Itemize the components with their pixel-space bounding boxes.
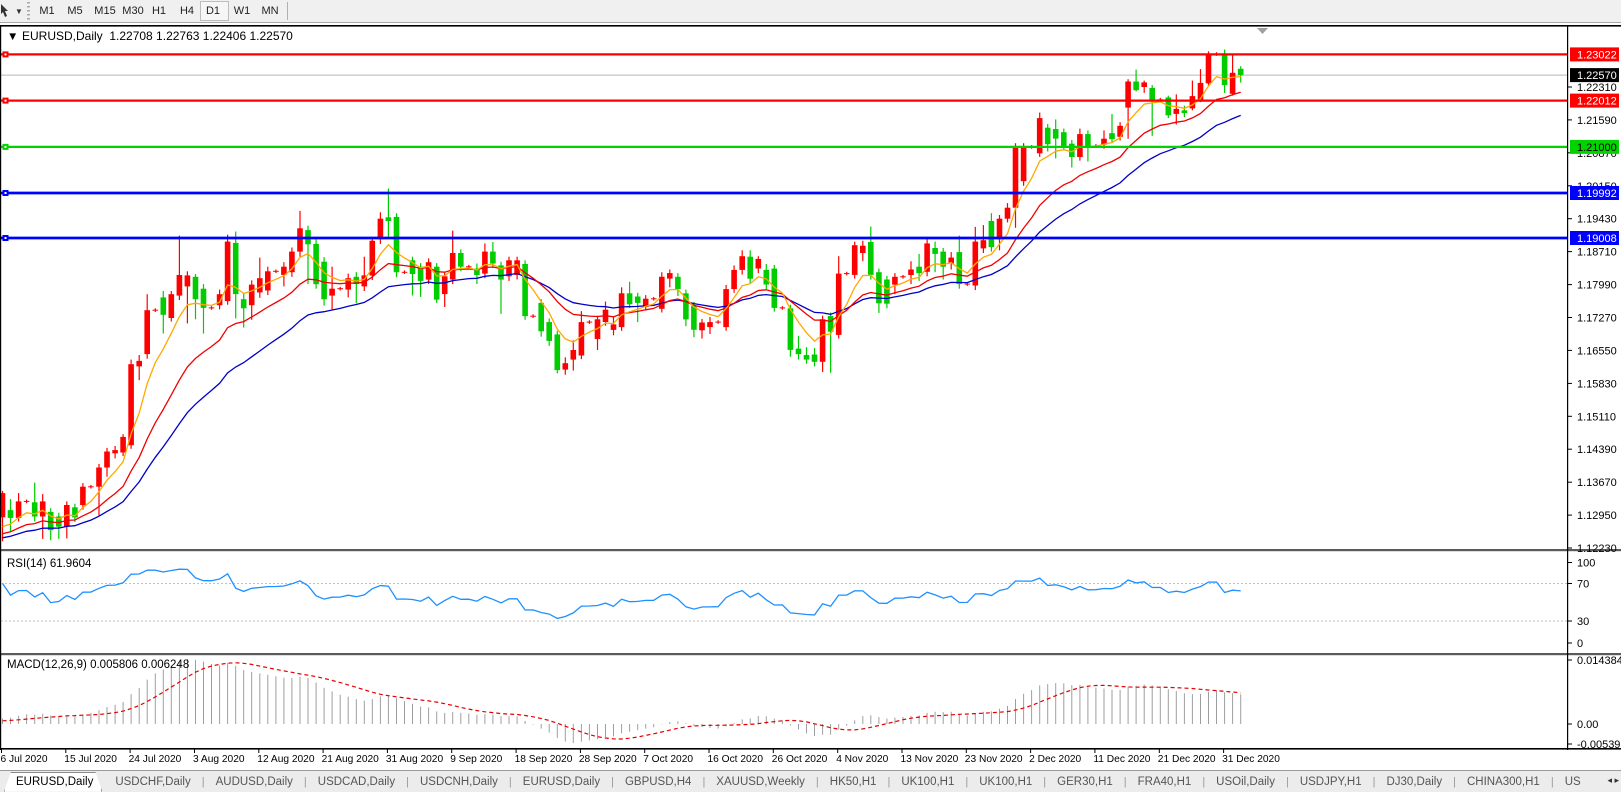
svg-text:1.15830: 1.15830	[1577, 378, 1617, 390]
svg-text:13 Nov 2020: 13 Nov 2020	[901, 754, 959, 765]
svg-text:1.12950: 1.12950	[1577, 510, 1617, 522]
svg-text:1.19008: 1.19008	[1577, 233, 1617, 245]
svg-text:26 Oct 2020: 26 Oct 2020	[772, 754, 828, 765]
svg-text:15 Jul 2020: 15 Jul 2020	[64, 754, 117, 765]
svg-text:21 Aug 2020: 21 Aug 2020	[322, 754, 380, 765]
svg-text:11 Dec 2020: 11 Dec 2020	[1093, 754, 1150, 765]
svg-text:0: 0	[1577, 638, 1583, 650]
svg-text:70: 70	[1577, 579, 1589, 591]
svg-text:1.14390: 1.14390	[1577, 444, 1617, 456]
svg-text:23 Nov 2020: 23 Nov 2020	[965, 754, 1023, 765]
svg-text:0.00: 0.00	[1577, 719, 1598, 731]
svg-text:1.18710: 1.18710	[1577, 247, 1617, 259]
svg-text:7 Oct 2020: 7 Oct 2020	[643, 754, 693, 765]
svg-text:1.21590: 1.21590	[1577, 115, 1617, 127]
svg-text:16 Oct 2020: 16 Oct 2020	[708, 754, 764, 765]
svg-text:1.13670: 1.13670	[1577, 477, 1617, 489]
svg-text:1.23022: 1.23022	[1577, 49, 1617, 61]
svg-text:1.19992: 1.19992	[1577, 188, 1617, 200]
svg-text:EURUSD,Daily 1.22708 1.22763: EURUSD,Daily 1.22708 1.22763 1.22406 1.2…	[22, 29, 293, 43]
svg-text:6 Jul 2020: 6 Jul 2020	[1, 754, 48, 765]
svg-text:1.22012: 1.22012	[1577, 96, 1617, 108]
svg-text:30: 30	[1577, 616, 1589, 628]
svg-text:1.17990: 1.17990	[1577, 280, 1617, 292]
svg-text:RSI(14) 61.9604: RSI(14) 61.9604	[7, 558, 92, 570]
svg-text:100: 100	[1577, 558, 1595, 570]
svg-text:1.22570: 1.22570	[1577, 70, 1617, 82]
svg-text:1.12230: 1.12230	[1577, 543, 1617, 555]
svg-text:1.22310: 1.22310	[1577, 82, 1617, 94]
svg-text:31 Dec 2020: 31 Dec 2020	[1222, 754, 1280, 765]
svg-text:▼: ▼	[7, 31, 18, 43]
svg-text:31 Aug 2020: 31 Aug 2020	[386, 754, 444, 765]
svg-text:9 Sep 2020: 9 Sep 2020	[450, 754, 502, 765]
svg-text:18 Sep 2020: 18 Sep 2020	[515, 754, 573, 765]
svg-text:3 Aug 2020: 3 Aug 2020	[193, 754, 245, 765]
svg-text:1.16550: 1.16550	[1577, 345, 1617, 357]
svg-text:MACD(12,26,9) 0.005806 0.00624: MACD(12,26,9) 0.005806 0.006248	[7, 659, 189, 671]
svg-text:1.15110: 1.15110	[1577, 411, 1616, 423]
svg-text:2 Dec 2020: 2 Dec 2020	[1029, 754, 1081, 765]
svg-text:4 Nov 2020: 4 Nov 2020	[836, 754, 888, 765]
svg-text:12 Aug 2020: 12 Aug 2020	[257, 754, 315, 765]
svg-text:28 Sep 2020: 28 Sep 2020	[579, 754, 637, 765]
svg-text:1.21000: 1.21000	[1577, 142, 1617, 154]
svg-text:1.19430: 1.19430	[1577, 214, 1617, 226]
svg-text:24 Jul 2020: 24 Jul 2020	[129, 754, 182, 765]
svg-text:21 Dec 2020: 21 Dec 2020	[1158, 754, 1216, 765]
svg-text:0.014384: 0.014384	[1577, 655, 1621, 667]
svg-text:1.17270: 1.17270	[1577, 313, 1617, 325]
